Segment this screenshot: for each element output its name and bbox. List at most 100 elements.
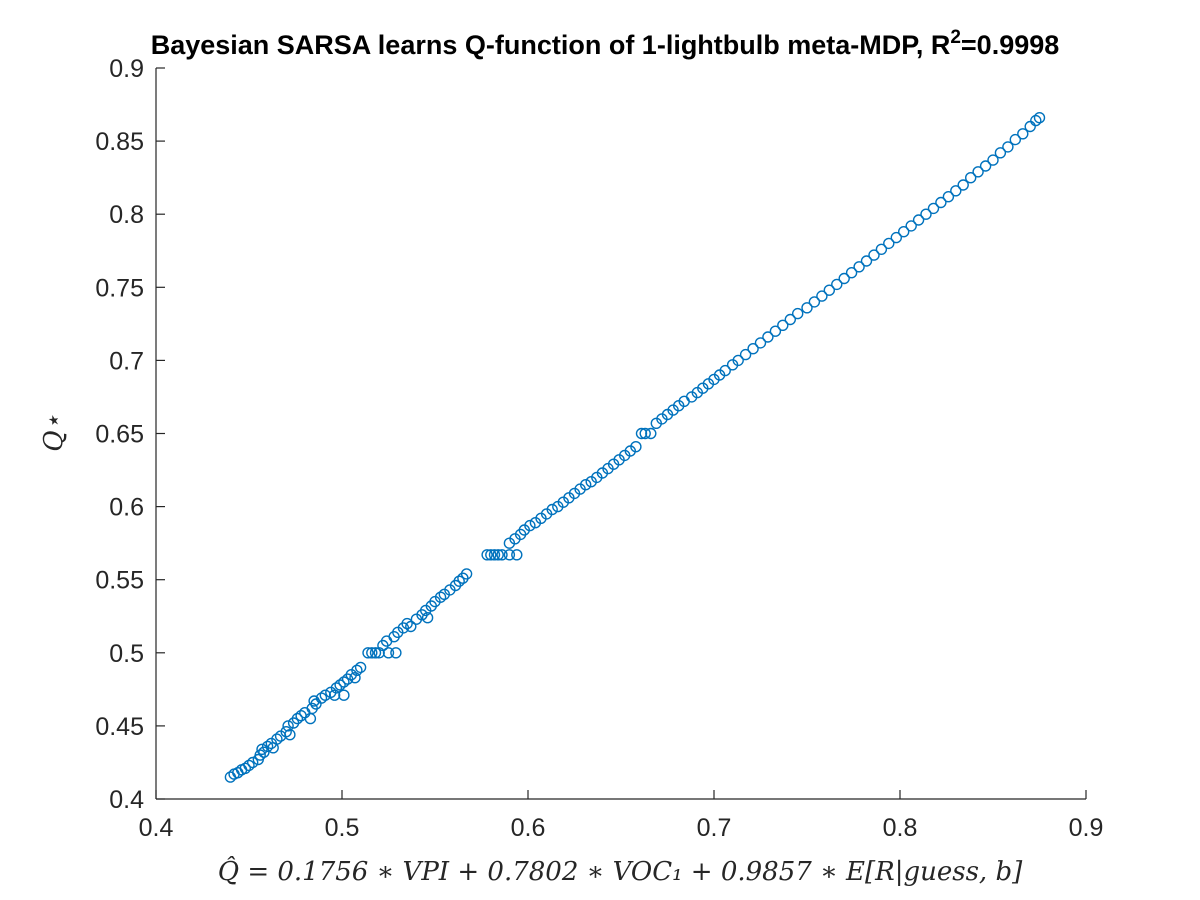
data-point bbox=[369, 647, 382, 659]
data-point bbox=[935, 196, 947, 209]
data-point bbox=[808, 296, 821, 308]
data-point bbox=[1002, 141, 1014, 153]
data-point bbox=[1033, 111, 1046, 124]
data-point bbox=[1009, 133, 1021, 146]
y-tick-label: 0.65 bbox=[95, 421, 144, 449]
data-point bbox=[496, 549, 508, 561]
y-tick-label: 0.4 bbox=[109, 786, 144, 814]
data-point bbox=[639, 427, 651, 440]
data-point bbox=[421, 612, 434, 624]
data-point bbox=[284, 729, 296, 741]
data-point bbox=[405, 620, 417, 633]
data-point bbox=[366, 647, 378, 659]
data-point bbox=[777, 319, 789, 331]
y-axis-ticks: 0.4 0.45 0.5 0.55 0.6 0.65 0.7 0.75 0.8 0.85 0.9 bbox=[95, 55, 165, 814]
data-point bbox=[349, 672, 361, 684]
data-point bbox=[845, 267, 858, 279]
x-axis-label: Q̂ = 0.1756 ∗ VPI + 0.7802 ∗ VOC₁ + 0.98… bbox=[218, 856, 1023, 887]
data-point bbox=[390, 647, 402, 659]
data-point bbox=[1030, 114, 1042, 127]
data-point bbox=[645, 427, 657, 440]
data-point bbox=[957, 179, 969, 191]
data-point bbox=[747, 343, 759, 355]
data-point bbox=[1017, 128, 1029, 140]
data-point bbox=[258, 746, 270, 758]
data-point bbox=[354, 661, 367, 674]
data-point bbox=[890, 231, 902, 244]
data-point bbox=[481, 549, 493, 561]
data-point bbox=[719, 364, 731, 377]
data-point bbox=[630, 441, 642, 453]
data-point bbox=[291, 712, 304, 725]
y-tick-label: 0.6 bbox=[109, 494, 144, 522]
chart-title-tail: =0.9998 bbox=[961, 30, 1059, 60]
data-point bbox=[912, 214, 925, 226]
data-point bbox=[254, 749, 266, 761]
data-point bbox=[334, 679, 346, 691]
y-tick-label: 0.7 bbox=[109, 347, 144, 375]
data-point bbox=[328, 689, 341, 701]
chart-title-main: Bayesian SARSA learns Q-function of 1-li… bbox=[151, 30, 951, 60]
data-point bbox=[979, 160, 992, 172]
data-point bbox=[401, 617, 413, 630]
data-point bbox=[524, 519, 536, 532]
x-tick-label: 0.7 bbox=[697, 814, 732, 842]
x-tick-label: 0.6 bbox=[511, 814, 546, 842]
x-tick-label: 0.4 bbox=[139, 814, 174, 842]
data-point bbox=[754, 337, 767, 349]
data-point bbox=[246, 756, 259, 769]
data-point bbox=[434, 591, 447, 603]
data-point bbox=[492, 549, 504, 561]
data-point bbox=[351, 664, 363, 676]
data-point bbox=[784, 313, 796, 326]
data-point bbox=[488, 549, 501, 561]
data-point bbox=[816, 290, 828, 302]
data-point bbox=[382, 647, 395, 659]
data-point bbox=[965, 171, 977, 184]
data-point bbox=[994, 147, 1007, 159]
data-points bbox=[224, 111, 1046, 783]
data-point bbox=[338, 676, 350, 688]
data-point bbox=[261, 740, 274, 753]
data-point bbox=[239, 762, 252, 774]
y-tick-label: 0.75 bbox=[95, 274, 144, 302]
data-point bbox=[950, 185, 962, 197]
data-point bbox=[511, 549, 523, 561]
data-point bbox=[868, 249, 880, 261]
data-point bbox=[769, 325, 782, 337]
data-point bbox=[485, 549, 497, 561]
y-axis-label: Q⋆ bbox=[39, 414, 69, 452]
data-point bbox=[338, 689, 350, 701]
data-point bbox=[271, 733, 283, 745]
data-point bbox=[739, 348, 752, 361]
data-point bbox=[853, 261, 865, 273]
data-point bbox=[860, 255, 873, 267]
data-point bbox=[732, 354, 744, 367]
plot-area bbox=[156, 68, 1086, 799]
data-point bbox=[453, 575, 465, 587]
y-tick-label: 0.55 bbox=[95, 567, 144, 595]
data-point bbox=[801, 302, 813, 314]
x-tick-label: 0.8 bbox=[883, 814, 918, 842]
data-point bbox=[635, 427, 648, 440]
data-point bbox=[256, 743, 268, 755]
data-point bbox=[282, 720, 294, 732]
data-point bbox=[987, 154, 999, 166]
x-tick-label: 0.5 bbox=[325, 814, 360, 842]
data-point bbox=[927, 202, 940, 215]
y-tick-label: 0.85 bbox=[95, 128, 144, 156]
data-point bbox=[942, 190, 955, 203]
data-point bbox=[243, 759, 255, 772]
data-point bbox=[308, 695, 320, 707]
data-point bbox=[920, 208, 932, 220]
data-point bbox=[762, 331, 774, 343]
data-point bbox=[460, 568, 473, 580]
data-point bbox=[831, 278, 843, 291]
y-tick-label: 0.9 bbox=[109, 55, 144, 83]
data-point bbox=[823, 284, 835, 296]
data-point bbox=[330, 682, 343, 694]
data-point bbox=[362, 647, 374, 659]
data-point bbox=[972, 166, 984, 178]
data-point bbox=[875, 243, 888, 256]
y-tick-label: 0.45 bbox=[95, 713, 144, 741]
